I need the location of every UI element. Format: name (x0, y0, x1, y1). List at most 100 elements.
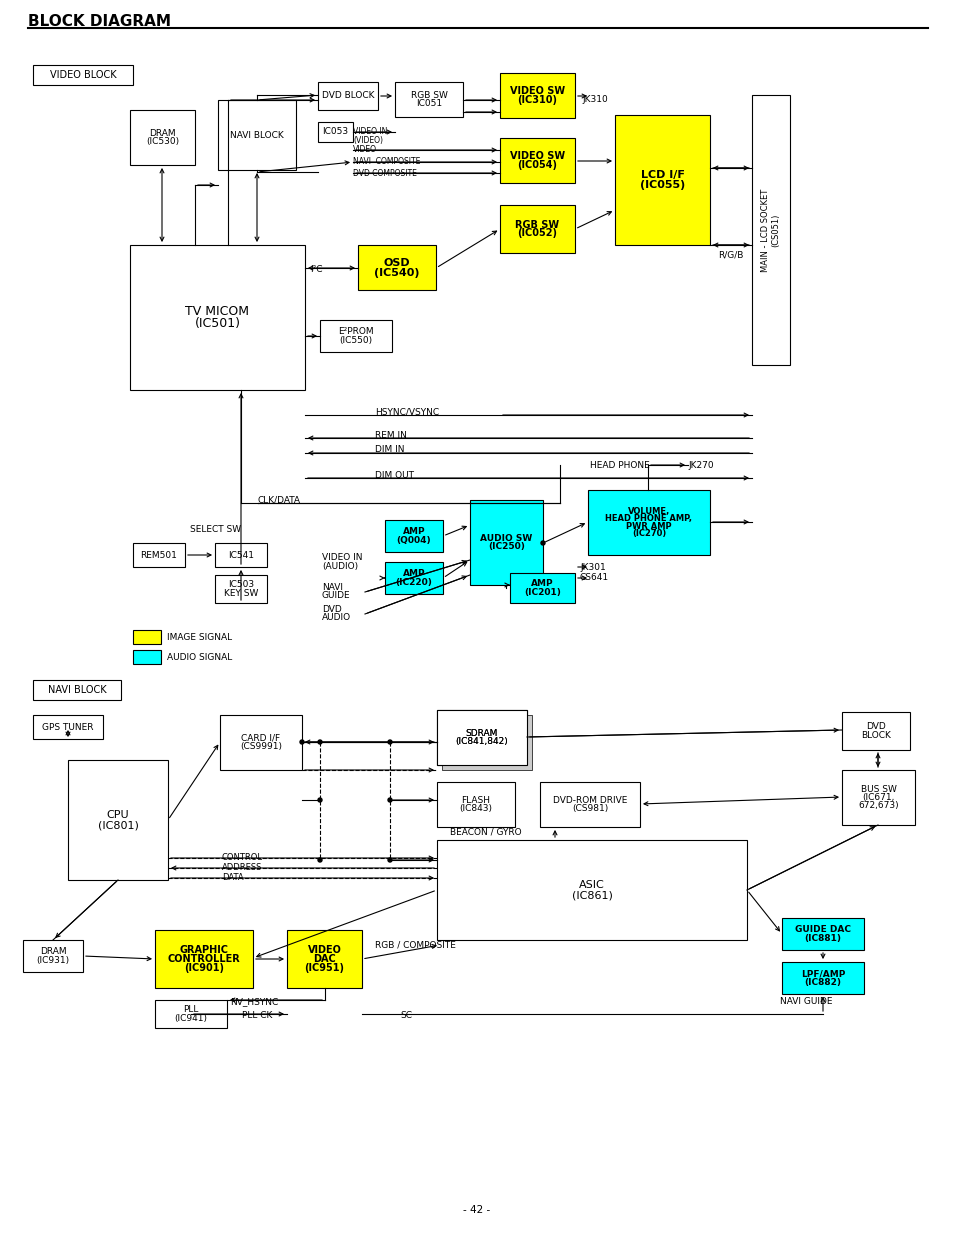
Bar (218, 100, 295, 170)
Text: HEAD PHONE: HEAD PHONE (589, 461, 649, 469)
Text: VIDEO SW: VIDEO SW (510, 86, 564, 96)
Text: NAVI BLOCK: NAVI BLOCK (230, 131, 284, 140)
Text: (IC841,842): (IC841,842) (456, 737, 508, 746)
Text: (IC671,: (IC671, (862, 793, 894, 802)
Text: JK301: JK301 (579, 562, 605, 572)
Text: AUDIO: AUDIO (322, 614, 351, 622)
Text: PWR AMP: PWR AMP (625, 521, 671, 531)
Text: IC053: IC053 (322, 127, 348, 137)
Bar (436, 840, 746, 940)
Text: (Q004): (Q004) (396, 536, 431, 545)
Bar (499, 73, 575, 119)
Bar (539, 782, 639, 827)
Text: HSYNC/VSYNC: HSYNC/VSYNC (375, 408, 438, 416)
Text: NAVI BLOCK: NAVI BLOCK (48, 685, 106, 695)
Text: OSD: OSD (383, 258, 410, 268)
Bar (436, 710, 526, 764)
Bar (587, 490, 709, 555)
Bar (751, 95, 789, 366)
Text: E²PROM: E²PROM (337, 327, 374, 336)
Bar (319, 320, 392, 352)
Text: VIDEO: VIDEO (307, 945, 341, 955)
Bar (154, 930, 253, 988)
Bar (385, 520, 442, 552)
Text: HEAD PHONE AMP,: HEAD PHONE AMP, (605, 514, 692, 524)
Text: SC: SC (399, 1010, 412, 1020)
Text: REM IN: REM IN (375, 431, 406, 440)
Text: TV MICOM: TV MICOM (185, 305, 250, 319)
Text: (IC054): (IC054) (517, 159, 557, 170)
Text: VIDEO IN: VIDEO IN (322, 553, 362, 562)
Text: (VIDEO): (VIDEO) (353, 136, 382, 144)
Text: NAVI GUIDE: NAVI GUIDE (780, 998, 832, 1007)
Text: (IC055): (IC055) (639, 180, 684, 190)
Bar (781, 918, 863, 950)
Text: CONTROLLER: CONTROLLER (168, 953, 240, 965)
Bar (214, 576, 267, 603)
Text: (IC843): (IC843) (459, 804, 492, 813)
Text: GUIDE: GUIDE (322, 592, 351, 600)
Text: (IC501): (IC501) (194, 316, 240, 330)
Bar (317, 82, 377, 110)
Text: AUDIO SIGNAL: AUDIO SIGNAL (167, 652, 232, 662)
Text: BLOCK DIAGRAM: BLOCK DIAGRAM (28, 15, 171, 30)
Text: IC541: IC541 (228, 551, 253, 559)
Text: FLASH: FLASH (461, 795, 490, 805)
Bar (68, 760, 168, 881)
Circle shape (388, 740, 392, 743)
Text: (IC250): (IC250) (488, 542, 524, 551)
Bar (441, 715, 532, 769)
Text: (IC941): (IC941) (174, 1014, 208, 1023)
Text: (IC310): (IC310) (517, 95, 557, 105)
Text: AMP: AMP (402, 527, 425, 536)
Text: (IC861): (IC861) (571, 890, 612, 900)
Circle shape (540, 541, 544, 545)
Text: - 42 -: - 42 - (463, 1205, 490, 1215)
Text: MAIN - LCD SOCKET
(CS051): MAIN - LCD SOCKET (CS051) (760, 189, 780, 272)
Text: (IC801): (IC801) (97, 820, 138, 830)
Text: (IC270): (IC270) (631, 530, 665, 538)
Bar (220, 715, 302, 769)
Text: VIDEO BLOCK: VIDEO BLOCK (50, 70, 116, 80)
Text: VIDEO SW: VIDEO SW (510, 151, 564, 161)
Text: 672,673): 672,673) (858, 802, 898, 810)
Text: CPU: CPU (107, 810, 130, 820)
Bar (841, 769, 914, 825)
Text: AMP: AMP (402, 569, 425, 578)
Circle shape (317, 740, 322, 743)
Text: (IC882): (IC882) (803, 978, 841, 987)
Text: (IC540): (IC540) (374, 268, 419, 278)
Text: SDRAM: SDRAM (465, 729, 497, 739)
Text: GRAPHIC: GRAPHIC (179, 945, 229, 955)
Text: DRAM: DRAM (40, 947, 67, 956)
Text: CS641: CS641 (579, 573, 608, 583)
Bar (214, 543, 267, 567)
Text: (IC951): (IC951) (304, 963, 344, 973)
Text: IC051: IC051 (416, 99, 441, 109)
Text: DAC: DAC (313, 953, 335, 965)
Text: KEY SW: KEY SW (224, 589, 258, 598)
Text: (IC550): (IC550) (339, 336, 373, 345)
Text: ASIC: ASIC (578, 881, 604, 890)
Text: R/G/B: R/G/B (718, 251, 742, 259)
Text: DVD BLOCK: DVD BLOCK (321, 91, 374, 100)
Bar (841, 713, 909, 750)
Text: JK310: JK310 (581, 95, 607, 105)
Circle shape (388, 858, 392, 862)
Circle shape (317, 798, 322, 802)
Text: (CS9991): (CS9991) (240, 742, 282, 751)
Bar (132, 630, 161, 643)
Bar (470, 500, 542, 585)
Text: RGB SW: RGB SW (515, 220, 559, 230)
Bar (781, 962, 863, 994)
Text: DVD: DVD (865, 722, 885, 731)
Bar (23, 940, 83, 972)
Bar (499, 205, 575, 253)
Text: (IC530): (IC530) (146, 137, 179, 146)
Text: GUIDE DAC: GUIDE DAC (794, 925, 850, 935)
Text: IMAGE SIGNAL: IMAGE SIGNAL (167, 632, 232, 641)
Text: RGB / COMPOSITE: RGB / COMPOSITE (375, 941, 456, 950)
Bar (436, 782, 515, 827)
Text: CLK/DATA: CLK/DATA (257, 495, 301, 505)
Text: CONTROL: CONTROL (222, 853, 263, 862)
